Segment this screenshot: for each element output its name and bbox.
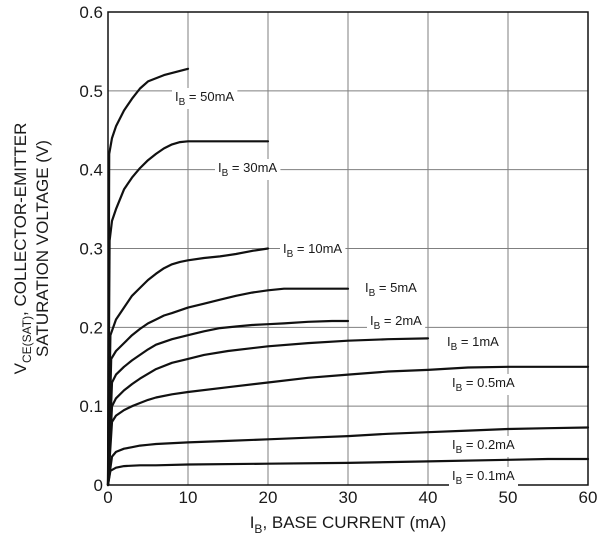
- series-line-5mA: [106, 287, 350, 487]
- x-axis-title-subscript: B: [254, 522, 262, 536]
- series-label-subscript: B: [369, 288, 376, 299]
- series-label-background: [367, 312, 426, 333]
- series-label-symbol: I: [452, 468, 456, 483]
- y-tick-label: 0.2: [79, 318, 103, 337]
- series-label-subscript: B: [456, 476, 463, 487]
- series-label-value: = 30mA: [228, 160, 277, 175]
- series-line-0p5mA: [106, 365, 590, 487]
- series-label-symbol: I: [218, 160, 222, 175]
- series-label-subscript: B: [456, 383, 463, 394]
- y-tick-label: 0.5: [79, 82, 103, 101]
- y-tick-label: 0.4: [79, 161, 103, 180]
- series-label-background: [449, 467, 519, 488]
- series-line-10mA: [106, 247, 270, 487]
- series-label-background: [172, 88, 238, 109]
- series-label-symbol: I: [452, 437, 456, 452]
- series-label-0p5mA: IB = 0.5mA: [449, 374, 519, 395]
- y-tick-label: 0: [94, 476, 103, 495]
- y-axis-title-text: , COLLECTOR-EMITTER: [11, 123, 30, 316]
- y-axis-title-subscript: CE(SAT): [20, 316, 34, 363]
- series-label-symbol: I: [283, 241, 287, 256]
- x-tick-label: 60: [579, 488, 598, 507]
- series-label-text: IB = 0.1mA: [452, 468, 515, 487]
- series-label-background: [362, 279, 421, 300]
- series-line-50mA: [106, 67, 190, 487]
- series-label-symbol: I: [365, 280, 369, 295]
- series-label-background: [215, 159, 281, 180]
- series-label-value: = 50mA: [185, 89, 234, 104]
- y-tick-label: 0.6: [79, 3, 103, 22]
- series-label-0p2mA: IB = 0.2mA: [449, 436, 519, 457]
- series-label-30mA: IB = 30mA: [215, 159, 281, 180]
- series-label-value: = 10mA: [293, 241, 342, 256]
- series-label-value: = 2mA: [380, 313, 422, 328]
- series-line-2mA: [106, 319, 350, 487]
- series-label-1mA: IB = 1mA: [444, 333, 503, 354]
- series-label-text: IB = 10mA: [283, 241, 342, 260]
- series-line-0p1mA: [106, 457, 590, 487]
- series-label-text: IB = 2mA: [370, 313, 422, 332]
- x-tick-label: 10: [179, 488, 198, 507]
- y-tick-label: 0.3: [79, 240, 103, 259]
- series-label-symbol: I: [452, 375, 456, 390]
- series-label-subscript: B: [222, 168, 229, 179]
- y-axis-title-symbol: V: [11, 362, 30, 374]
- x-tick-label: 0: [103, 488, 112, 507]
- series-label-value: = 0.5mA: [462, 375, 515, 390]
- series-label-value: = 1mA: [457, 334, 499, 349]
- series-label-2mA: IB = 2mA: [367, 312, 426, 333]
- x-axis-title: IB, BASE CURRENT (mA): [250, 513, 447, 536]
- x-tick-label: 20: [259, 488, 278, 507]
- series-line-30mA: [106, 140, 270, 487]
- series-label-text: IB = 0.2mA: [452, 437, 515, 456]
- series-label-text: IB = 50mA: [175, 89, 234, 108]
- y-axis-title-line1: VCE(SAT), COLLECTOR-EMITTER: [11, 123, 34, 375]
- series-label-background: [280, 240, 346, 261]
- x-tick-label: 50: [499, 488, 518, 507]
- x-axis-title-text: , BASE CURRENT (mA): [262, 513, 446, 532]
- series-label-value: = 0.1mA: [462, 468, 515, 483]
- x-tick-label: 40: [419, 488, 438, 507]
- series-label-subscript: B: [287, 249, 294, 260]
- tick-labels: 0 10 20 30 40 50 60 0 0.1 0.2 0.3 0.4 0.5 0.6: [79, 3, 597, 507]
- series-label-5mA: IB = 5mA: [362, 279, 421, 300]
- series-label-background: [449, 436, 519, 457]
- series-label-text: IB = 0.5mA: [452, 375, 515, 394]
- series-label-text: IB = 5mA: [365, 280, 417, 299]
- series-label-subscript: B: [179, 97, 186, 108]
- series-line-1mA: [106, 337, 430, 487]
- x-axis-title-symbol: I: [250, 513, 255, 532]
- series-line-0p2mA: [106, 426, 590, 487]
- series-label-text: IB = 1mA: [447, 334, 499, 353]
- series-label-subscript: B: [451, 342, 458, 353]
- series-label-background: [444, 333, 503, 354]
- series-label-10mA: IB = 10mA: [280, 240, 346, 261]
- series-label-50mA: IB = 50mA: [172, 88, 238, 109]
- y-tick-label: 0.1: [79, 397, 103, 416]
- series-label-text: IB = 30mA: [218, 160, 277, 179]
- series-label-value: = 5mA: [375, 280, 417, 295]
- grid: [108, 12, 588, 485]
- series-label-value: = 0.2mA: [462, 437, 515, 452]
- series-label-background: [449, 374, 519, 395]
- series-label-symbol: I: [175, 89, 179, 104]
- series-label-0p1mA: IB = 0.1mA: [449, 467, 519, 488]
- x-tick-label: 30: [339, 488, 358, 507]
- series-label-symbol: I: [447, 334, 451, 349]
- series-label-subscript: B: [456, 445, 463, 456]
- series-label-symbol: I: [370, 313, 374, 328]
- series-label-subscript: B: [374, 321, 381, 332]
- y-axis-title-line2: SATURATION VOLTAGE (V): [33, 140, 52, 357]
